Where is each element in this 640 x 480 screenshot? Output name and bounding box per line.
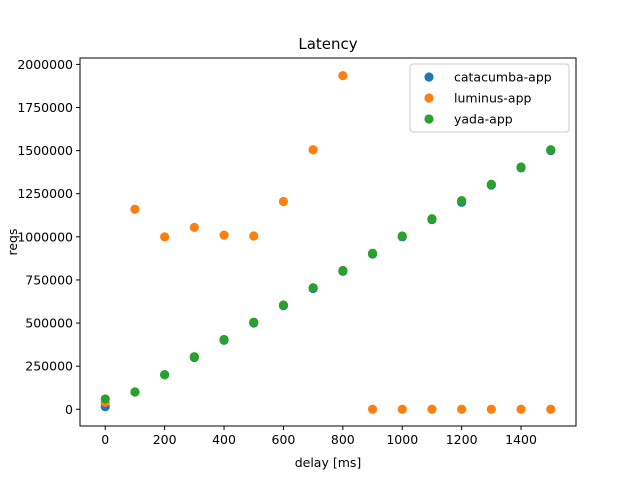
data-point xyxy=(278,196,289,207)
data-point xyxy=(189,222,199,232)
y-axis-title: reqs xyxy=(5,228,20,255)
series-luminus-app xyxy=(100,70,556,414)
data-point xyxy=(397,404,407,414)
data-point xyxy=(160,232,170,242)
x-tick-label: 600 xyxy=(272,432,296,447)
x-tick-label: 200 xyxy=(153,432,177,447)
legend-item: luminus-app xyxy=(424,91,532,106)
data-point xyxy=(219,230,229,240)
legend-box xyxy=(409,63,570,133)
x-tick-label: 400 xyxy=(212,432,236,447)
data-point xyxy=(367,248,378,258)
x-axis-title: delay [ms] xyxy=(295,455,362,470)
y-tick-label: 0 xyxy=(65,402,73,417)
y-axis: 0 250000 500000 750000 1000000 1250000 1500000… xyxy=(17,57,80,417)
data-point xyxy=(160,370,170,380)
data-point xyxy=(427,404,437,414)
legend-marker xyxy=(424,72,434,82)
data-point xyxy=(338,70,348,81)
data-point xyxy=(249,231,259,241)
y-tick-label: 1500000 xyxy=(17,143,73,158)
x-tick-label: 1000 xyxy=(386,432,418,447)
data-point xyxy=(130,387,140,397)
legend-item: yada-app xyxy=(424,112,513,127)
series-yada-app xyxy=(100,145,556,404)
legend-item: catacumba-app xyxy=(424,70,552,85)
y-tick-label: 2000000 xyxy=(17,57,73,72)
y-tick-label: 750000 xyxy=(25,272,73,287)
y-tick-label: 500000 xyxy=(25,316,73,331)
data-point xyxy=(457,196,467,206)
chart-title: Latency xyxy=(298,35,357,53)
data-point xyxy=(546,404,556,414)
legend: catacumba-app luminus-app yada-app xyxy=(409,63,570,133)
legend-label: catacumba-app xyxy=(454,70,552,85)
data-point xyxy=(219,334,229,345)
data-point xyxy=(308,283,318,293)
data-point xyxy=(516,404,526,414)
plot-frame xyxy=(79,57,577,427)
x-tick-label: 800 xyxy=(331,432,355,447)
data-point xyxy=(338,265,348,276)
data-point xyxy=(486,179,496,189)
data-point xyxy=(367,404,378,414)
y-tick-label: 1750000 xyxy=(17,100,73,115)
y-tick-label: 1250000 xyxy=(17,186,73,201)
x-tick-label: 1400 xyxy=(505,432,537,447)
x-tick-label: 0 xyxy=(101,432,109,447)
x-axis: 0 200 400 600 800 1000 1200 1400 xyxy=(101,426,537,447)
data-point xyxy=(130,204,140,214)
data-point xyxy=(100,394,110,404)
data-point xyxy=(308,145,318,155)
data-point xyxy=(546,145,556,155)
data-point xyxy=(278,300,289,310)
plot-area xyxy=(100,70,556,414)
legend-label: luminus-app xyxy=(454,91,532,106)
data-point xyxy=(249,317,259,327)
data-point xyxy=(457,404,467,414)
legend-marker xyxy=(424,114,434,124)
data-point xyxy=(189,352,199,362)
y-tick-label: 250000 xyxy=(25,359,73,374)
data-point xyxy=(486,404,496,414)
legend-marker xyxy=(424,93,434,103)
x-tick-label: 1200 xyxy=(446,432,478,447)
data-point xyxy=(516,162,526,172)
y-tick-label: 1000000 xyxy=(17,229,73,244)
data-point xyxy=(397,231,407,241)
legend-label: yada-app xyxy=(454,112,513,127)
data-point xyxy=(427,214,437,224)
